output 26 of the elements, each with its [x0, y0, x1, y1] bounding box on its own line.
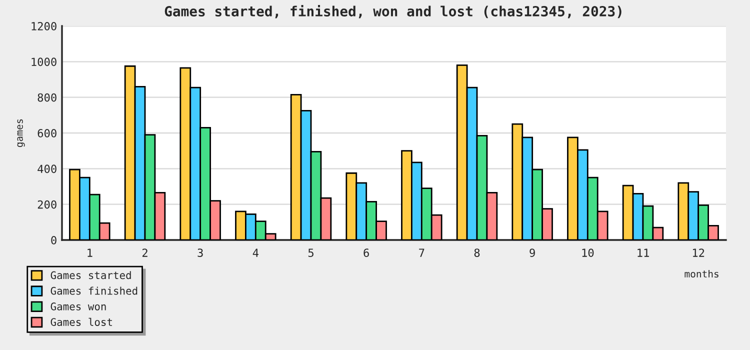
x-tick-label: 4 [252, 248, 258, 257]
x-axis-title: months [684, 270, 718, 278]
y-axis-title: games [17, 119, 25, 148]
x-tick-label: 10 [582, 248, 594, 257]
y-tick-label: 400 [38, 164, 56, 174]
x-tick-label: 9 [530, 248, 535, 257]
y-tick-label: 600 [38, 129, 56, 138]
y-tick-label: 1000 [32, 58, 56, 66]
x-tick-label: 3 [198, 248, 203, 257]
y-tick-label: 0 [51, 236, 56, 244]
legend-label: Games finished [50, 286, 138, 295]
x-tick-label: 12 [692, 248, 704, 257]
x-tick-label: 5 [308, 248, 314, 257]
y-tick-label: 800 [38, 93, 56, 102]
chart-title: Games started, finished, won and lost (chas12345, 2023) [164, 4, 622, 18]
legend-label: Games won [50, 302, 106, 310]
x-tick-label: 6 [364, 248, 369, 257]
y-tick-label: 200 [38, 200, 56, 209]
x-tick-label: 1 [88, 248, 92, 257]
x-tick-label: 7 [419, 248, 424, 257]
y-tick-label: 1200 [32, 22, 56, 30]
x-tick-label: 11 [638, 248, 649, 257]
x-tick-label: 8 [474, 248, 480, 257]
legend-label: Games started [50, 271, 131, 280]
x-tick-label: 2 [142, 248, 148, 257]
legend-label: Games lost [50, 318, 112, 326]
